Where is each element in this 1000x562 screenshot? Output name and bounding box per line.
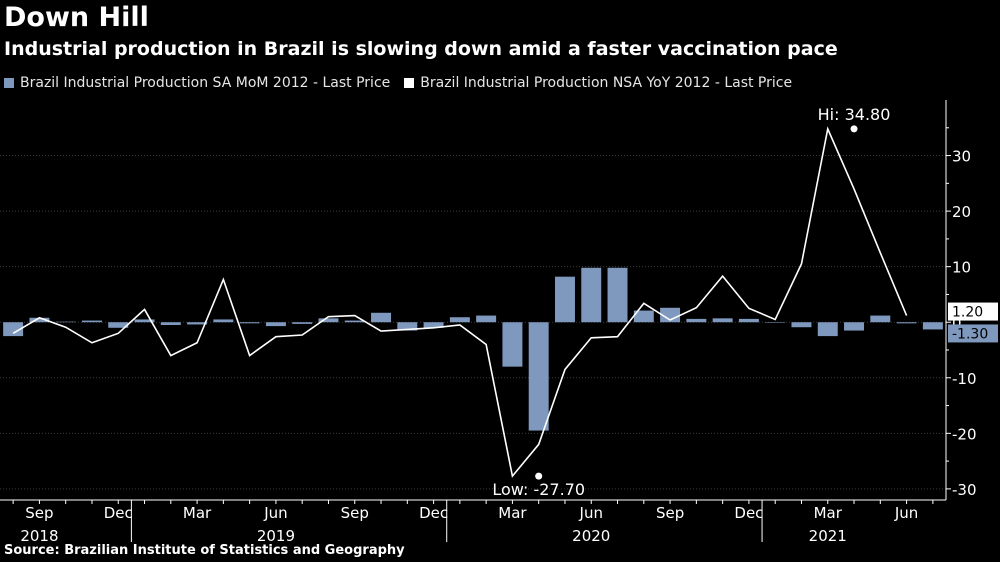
y-tick-label: -30 [952, 481, 977, 499]
series-line [12, 126, 908, 478]
bar [371, 312, 392, 323]
x-tick-label: Jun [263, 504, 287, 522]
y-tick-label: 20 [952, 203, 971, 221]
bar [660, 307, 681, 323]
bar [502, 322, 523, 367]
bar [160, 322, 181, 325]
bar [686, 318, 707, 323]
bar [844, 322, 865, 331]
year-label: 2019 [257, 527, 295, 545]
x-tick-label: Dec [104, 504, 133, 522]
bar [108, 322, 129, 328]
x-tick-label: Mar [814, 504, 843, 522]
x-tick-label: Mar [183, 504, 212, 522]
x-tick-label: Sep [341, 504, 369, 522]
bar [633, 310, 654, 323]
bar [29, 317, 50, 323]
source-note: Source: Brazilian Institute of Statistic… [4, 543, 405, 558]
bar [213, 319, 234, 323]
bar [318, 318, 339, 323]
bar [896, 322, 917, 324]
legend: Brazil Industrial Production SA MoM 2012… [4, 75, 792, 91]
y-tick-label: 0 [952, 314, 962, 332]
bar [265, 322, 286, 327]
high-marker [850, 125, 858, 133]
x-tick-label: Dec [734, 504, 763, 522]
bar [791, 322, 812, 328]
legend-label-line: Brazil Industrial Production NSA YoY 201… [420, 75, 793, 91]
x-tick-label: Mar [498, 504, 527, 522]
year-label: 2018 [20, 527, 58, 545]
x-tick-label: Sep [25, 504, 53, 522]
bar [922, 322, 943, 330]
bar [870, 315, 891, 323]
bar [817, 322, 838, 337]
bar [765, 322, 786, 323]
bar [712, 318, 733, 323]
chart-title: Down Hill [4, 2, 149, 33]
chart-subtitle: Industrial production in Brazil is slowi… [4, 38, 838, 60]
bar [397, 322, 418, 331]
low-label: Low: -27.70 [492, 480, 585, 499]
bar [449, 317, 470, 323]
bar [239, 322, 260, 324]
x-tick-label: Jun [894, 504, 918, 522]
bar [528, 322, 549, 431]
bar [55, 321, 76, 323]
bar [423, 322, 444, 328]
bar [476, 315, 497, 323]
y-tick-label: 30 [952, 148, 971, 166]
bar [581, 267, 602, 323]
legend-swatch-line [404, 78, 415, 88]
legend-swatch-bar [4, 78, 14, 88]
x-tick-label: Dec [419, 504, 448, 522]
last-value-box-line [948, 302, 998, 321]
year-label: 2021 [809, 527, 847, 545]
bar [134, 319, 155, 323]
x-tick-label: Sep [656, 504, 684, 522]
bar [554, 276, 575, 323]
legend-item-line: Brazil Industrial Production NSA YoY 201… [404, 75, 792, 91]
low-marker [535, 472, 543, 480]
bar [292, 322, 313, 324]
y-tick-label: 10 [952, 259, 971, 277]
bar [738, 318, 759, 323]
bar [81, 320, 102, 323]
bar [344, 320, 365, 323]
y-tick-label: -20 [952, 425, 977, 443]
year-label: 2020 [572, 527, 610, 545]
legend-label-bar: Brazil Industrial Production SA MoM 2012… [20, 75, 391, 91]
y-tick-label: -10 [952, 370, 977, 388]
last-value-box-bar [948, 324, 998, 343]
high-label: Hi: 34.80 [818, 105, 891, 124]
bar [3, 322, 24, 337]
x-tick-label: Jun [579, 504, 603, 522]
legend-item-bar: Brazil Industrial Production SA MoM 2012… [4, 75, 390, 91]
last-value-label-line: 1.20 [952, 305, 983, 321]
bar [607, 267, 628, 323]
bar [187, 322, 208, 325]
last-value-label-bar: -1.30 [952, 326, 988, 342]
